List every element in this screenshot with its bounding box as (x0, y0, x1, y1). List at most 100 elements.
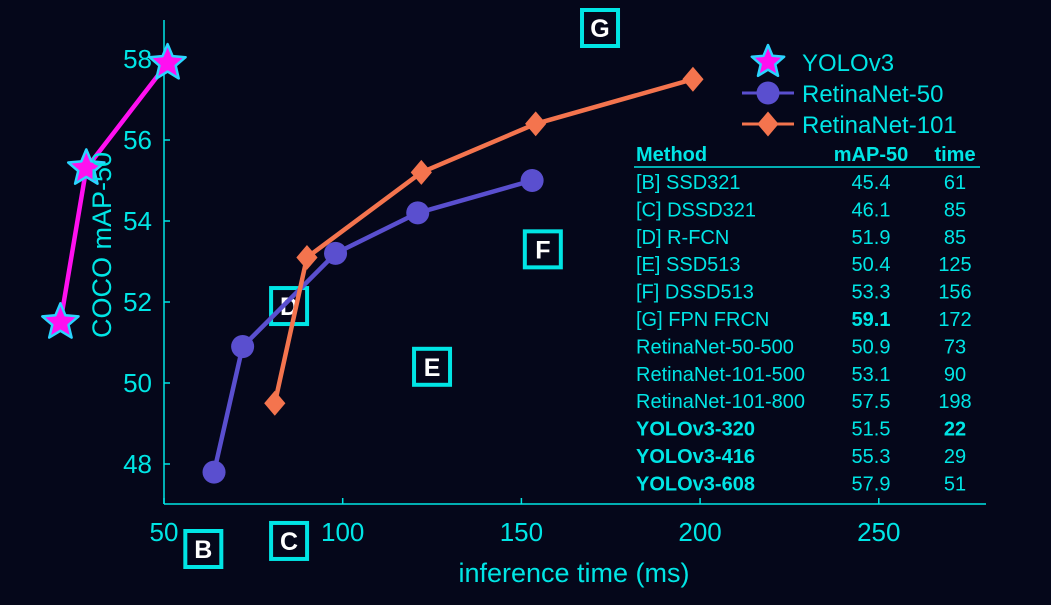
table-cell-map: 45.4 (852, 172, 891, 194)
method-box-frame (412, 346, 453, 387)
table-header-map: mAP-50 (834, 144, 908, 166)
table-header-time: time (934, 144, 975, 166)
data-point-retinanet-50 (324, 241, 348, 265)
x-tick-label: 50 (150, 517, 179, 547)
axes: 50 100 150 200 250 48 50 52 54 56 58 (123, 20, 986, 547)
series-retinanet-50 (202, 168, 544, 484)
y-tick-label: 58 (123, 44, 152, 74)
table-row: RetinaNet-101-500 53.1 90 (636, 364, 966, 386)
x-tick-label: 150 (500, 517, 543, 547)
table-cell-time: 85 (944, 227, 966, 249)
method-box-c: C (269, 520, 310, 561)
table-cell-map: 50.4 (852, 254, 891, 276)
legend-item-retinanet-50: RetinaNet-50 (742, 81, 943, 108)
y-tick-label: 54 (123, 206, 152, 236)
table-cell-method: YOLOv3-608 (636, 473, 755, 495)
data-point-retinanet-50 (231, 335, 255, 359)
table-cell-method: [G] FPN FRCN (636, 309, 769, 331)
data-point-retinanet-50 (202, 460, 226, 484)
table-header-method: Method (636, 144, 707, 166)
table-cell-time: 51 (944, 473, 966, 495)
table-cell-time: 198 (938, 391, 971, 413)
table-cell-method: [D] R-FCN (636, 227, 729, 249)
table-cell-map: 51.9 (852, 227, 891, 249)
legend-item-yolov3: YOLOv3 (750, 43, 894, 78)
method-box-f: F (522, 229, 563, 270)
series-yolov3 (41, 42, 187, 339)
method-box-g: G (580, 8, 621, 48)
x-tick-label: 200 (678, 517, 721, 547)
table-cell-method: RetinaNet-50-500 (636, 336, 794, 358)
legend-marker (750, 43, 786, 78)
method-boxes: B C D E F G (183, 8, 621, 569)
table-cell-method: [F] DSSD513 (636, 282, 754, 304)
series-retinanet-101 (264, 66, 704, 416)
method-box-label: B (194, 536, 212, 564)
table-cell-method: RetinaNet-101-500 (636, 364, 805, 386)
data-point-retinanet-50 (406, 201, 430, 225)
legend-label: RetinaNet-50 (802, 81, 943, 108)
data-point-yolov3 (66, 148, 106, 185)
table-cell-time: 172 (938, 309, 971, 331)
y-tick-label: 52 (123, 287, 152, 317)
data-point-retinanet-101 (682, 66, 704, 92)
series-layer (41, 42, 704, 484)
results-table: Method mAP-50 time [B] SSD321 45.4 61 [C] DSSD… (634, 144, 980, 495)
table-cell-map: 53.1 (852, 364, 891, 386)
data-point-retinanet-101 (525, 111, 547, 137)
method-box-d: D (269, 286, 310, 327)
table-row: RetinaNet-101-800 57.5 198 (636, 391, 972, 413)
table-cell-time: 22 (944, 419, 966, 441)
legend-item-retinanet-101: RetinaNet-101 (742, 111, 957, 139)
table-cell-map: 57.5 (852, 391, 891, 413)
method-box-e: E (412, 346, 453, 387)
legend-marker (757, 111, 779, 137)
x-tick-label: 250 (857, 517, 900, 547)
legend-marker (756, 81, 780, 105)
table-cell-time: 156 (938, 282, 971, 304)
table-row: [B] SSD321 45.4 61 (636, 172, 966, 194)
table-cell-map: 50.9 (852, 336, 891, 358)
y-tick-label: 50 (123, 368, 152, 398)
table-cell-map: 51.5 (852, 419, 891, 441)
table-cell-time: 125 (938, 254, 971, 276)
x-tick-label: 100 (321, 517, 364, 547)
data-point-retinanet-101 (264, 390, 286, 416)
table-cell-method: YOLOv3-320 (636, 419, 755, 441)
method-box-frame (580, 8, 621, 48)
table-row: YOLOv3-416 55.3 29 (636, 446, 966, 468)
table-cell-time: 85 (944, 199, 966, 221)
method-box-frame (269, 520, 310, 561)
legend: YOLOv3 RetinaNet-50 RetinaNet-101 (742, 43, 957, 139)
table-cell-map: 55.3 (852, 446, 891, 468)
method-box-label: C (280, 528, 298, 556)
data-point-retinanet-101 (410, 159, 432, 185)
table-cell-method: YOLOv3-416 (636, 446, 755, 468)
method-box-frame (183, 529, 224, 569)
legend-label: YOLOv3 (802, 50, 894, 77)
table-row: RetinaNet-50-500 50.9 73 (636, 336, 966, 358)
table-row: [C] DSSD321 46.1 85 (636, 199, 966, 221)
y-axis-label: COCO mAP-50 (87, 152, 117, 338)
table-row: [F] DSSD513 53.3 156 (636, 282, 972, 304)
method-box-label: F (535, 236, 550, 264)
method-box-label: E (424, 354, 441, 382)
table-row: [E] SSD513 50.4 125 (636, 254, 972, 276)
legend-label: RetinaNet-101 (802, 112, 957, 139)
table-cell-time: 29 (944, 446, 966, 468)
table-row: [D] R-FCN 51.9 85 (636, 227, 966, 249)
table-row: YOLOv3-320 51.5 22 (636, 419, 966, 441)
x-axis-label: inference time (ms) (458, 558, 689, 588)
table-row: [G] FPN FRCN 59.1 172 (636, 309, 972, 331)
data-point-yolov3 (148, 42, 187, 80)
y-tick-label: 48 (123, 449, 152, 479)
table-cell-time: 90 (944, 364, 966, 386)
method-box-label: G (590, 15, 609, 43)
table-cell-method: [C] DSSD321 (636, 199, 756, 221)
method-box-b: B (183, 529, 224, 569)
table-cell-map: 57.9 (852, 473, 891, 495)
table-cell-map: 59.1 (852, 309, 891, 331)
data-point-yolov3 (41, 302, 80, 339)
table-cell-method: RetinaNet-101-800 (636, 391, 805, 413)
